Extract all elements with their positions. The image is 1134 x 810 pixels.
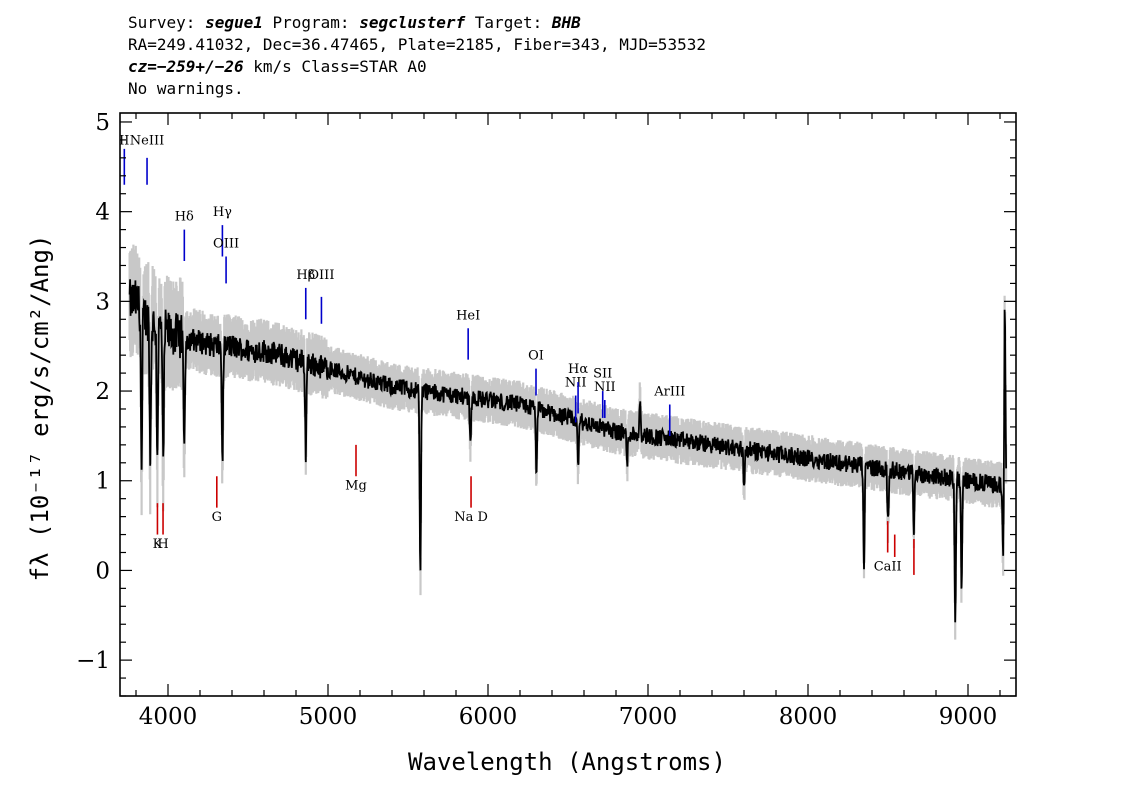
line-label-3: Hγ (213, 205, 232, 220)
noise-band (128, 244, 1008, 640)
y-tick-label: 2 (95, 379, 110, 405)
header-survey-line: Survey: segue1 Program: segclusterf Targ… (128, 12, 706, 34)
survey-label: Survey: (128, 13, 206, 32)
line-label-8: OI (528, 349, 544, 364)
flux-line (128, 279, 1007, 623)
y-tick-label: −1 (76, 648, 110, 674)
x-tick-label: 9000 (939, 704, 998, 730)
line-label-7: HeI (456, 308, 480, 323)
line-label-15: H (157, 537, 168, 552)
program-label: Program: (262, 13, 360, 32)
line-label-4: OIII (213, 237, 239, 252)
line-label-1: NeIII (130, 133, 164, 148)
header-redshift-line: cz=−259+/−26 km/s Class=STAR A0 (128, 56, 706, 78)
line-label-11: SII (593, 367, 612, 382)
x-tick-label: 4000 (139, 704, 198, 730)
spectrum-header: Survey: segue1 Program: segclusterf Targ… (128, 12, 706, 100)
target-value: BHB (551, 13, 581, 32)
x-axis-title: Wavelength (Angstroms) (408, 748, 726, 776)
plot-axes: 4000 5000 6000 7000 8000 9000 −1 0 1 2 3 4 5 (76, 110, 1017, 730)
y-tick-label: 1 (95, 469, 110, 495)
noise-band-path (128, 244, 1008, 640)
line-label-10: Hα (568, 362, 588, 377)
line-label-18: Na D (454, 510, 488, 525)
target-label: Target: (465, 13, 552, 32)
line-label-17: Mg (345, 479, 367, 494)
y-tick-label: 3 (95, 289, 110, 315)
y-tick-label: 4 (95, 200, 110, 226)
x-tick-label: 6000 (459, 704, 518, 730)
flux-series (128, 279, 1007, 623)
x-tick-label: 5000 (299, 704, 358, 730)
line-label-9: NII (565, 376, 587, 391)
class-label: km/s Class=STAR A0 (243, 57, 427, 76)
line-label-14: K (153, 537, 163, 552)
program-value: segclusterf (359, 13, 466, 32)
x-tick-label: 8000 (779, 704, 838, 730)
plot-frame (119, 112, 1017, 697)
line-label-12: NII (594, 380, 616, 395)
y-axis-title: fλ (10⁻¹⁷ erg/s/cm²/Ang) (26, 235, 54, 582)
x-tick-label: 7000 (619, 704, 678, 730)
survey-value: segue1 (205, 13, 263, 32)
line-label-2: Hδ (175, 210, 194, 225)
line-label-0: II (119, 133, 129, 148)
line-label-5: Hβ (296, 268, 315, 283)
y-tick-label: 5 (95, 110, 110, 136)
redshift-value: cz=−259+/−26 (128, 57, 244, 76)
y-tick-label: 0 (95, 558, 110, 584)
line-label-16: G (212, 510, 222, 525)
line-label-13: ArIII (653, 385, 685, 400)
header-warnings-line: No warnings. (128, 79, 244, 98)
line-label-19: CaII (874, 559, 902, 574)
line-label-6: OIII (308, 268, 334, 283)
header-coordinates-line: RA=249.41032, Dec=36.47465, Plate=2185, … (128, 35, 706, 54)
